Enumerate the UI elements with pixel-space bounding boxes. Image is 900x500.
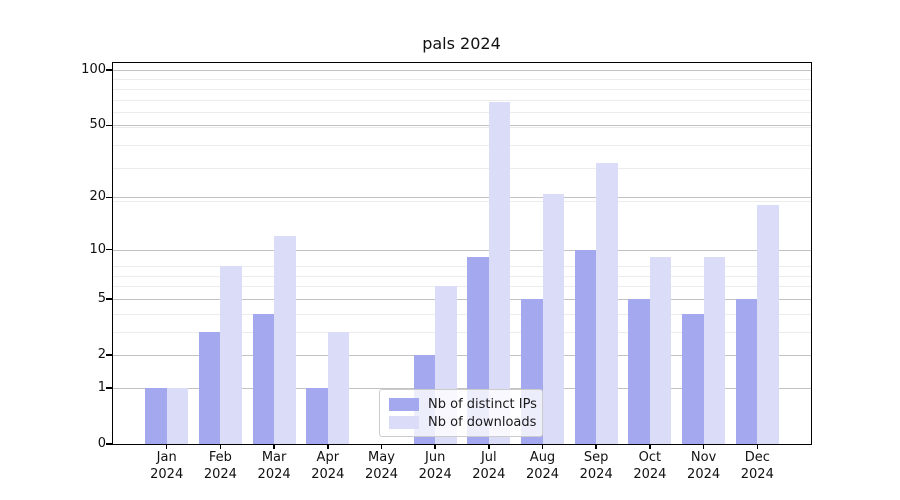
y-tick-label: 100: [81, 62, 106, 78]
bar-downloads: [488, 102, 511, 444]
major-gridline: [113, 249, 811, 251]
major-gridline: [113, 125, 811, 127]
bar-downloads: [649, 257, 672, 444]
x-tick-label: Oct 2024: [633, 450, 667, 482]
legend-label-downloads: Nb of downloads: [428, 414, 537, 430]
y-tick-label: 0: [97, 436, 106, 451]
x-tick-mark: [595, 444, 597, 449]
x-tick-label: Jul 2024: [472, 450, 506, 482]
bar-distinct-ips: [735, 298, 758, 444]
bar-distinct-ips: [628, 298, 650, 444]
legend-entry-downloads: Nb of downloads: [389, 413, 537, 431]
y-tick-label: 2: [97, 347, 106, 362]
x-tick-label: Feb 2024: [203, 450, 237, 482]
legend-entry-distinct-ips: Nb of distinct IPs: [389, 395, 537, 413]
minor-gridline: [113, 145, 811, 147]
y-tick-label: 1: [97, 379, 106, 395]
legend-swatch-distinct-ips: [389, 397, 419, 411]
y-tick-mark: [106, 124, 112, 127]
x-tick-label: Mar 2024: [257, 450, 291, 482]
x-tick-mark: [702, 444, 705, 449]
minor-gridline: [113, 127, 811, 128]
x-tick-mark: [327, 444, 329, 449]
x-tick-label: Dec 2024: [740, 450, 774, 482]
bar-distinct-ips: [682, 313, 704, 444]
y-tick-label: 10: [89, 241, 106, 257]
x-tick-label: Jun 2024: [418, 450, 452, 482]
x-tick-label: Aug 2024: [525, 450, 560, 482]
major-gridline: [113, 197, 811, 199]
minor-gridline: [113, 88, 811, 90]
minor-gridline: [113, 331, 811, 333]
bar-distinct-ips: [306, 387, 328, 444]
major-gridline: [113, 70, 811, 72]
x-tick-mark: [541, 444, 544, 449]
minor-gridline: [113, 99, 811, 101]
y-tick-mark: [106, 69, 112, 71]
bar-downloads: [274, 236, 296, 444]
bar-distinct-ips: [145, 387, 167, 444]
x-tick-label: Apr 2024: [311, 450, 345, 482]
bar-distinct-ips: [198, 331, 221, 444]
major-gridline: [113, 355, 811, 356]
x-tick-mark: [219, 444, 222, 449]
bar-downloads: [596, 163, 618, 444]
bar-distinct-ips: [574, 249, 597, 444]
bar-downloads: [703, 257, 726, 444]
legend-label-distinct-ips: Nb of distinct IPs: [428, 396, 537, 412]
x-tick-mark: [165, 444, 168, 449]
x-tick-mark: [273, 444, 275, 449]
x-tick-mark: [434, 444, 436, 449]
x-tick-mark: [488, 444, 490, 449]
legend-swatch-downloads: [389, 415, 419, 429]
minor-gridline: [113, 313, 811, 315]
x-tick-mark: [380, 444, 383, 449]
minor-gridline: [113, 266, 811, 267]
plot-frame: [112, 62, 812, 445]
x-tick-label: Nov 2024: [687, 450, 721, 482]
bar-downloads: [327, 331, 350, 444]
x-tick-mark: [649, 444, 651, 449]
y-tick-mark: [106, 443, 112, 445]
bar-downloads: [166, 387, 189, 444]
minor-gridline: [113, 286, 811, 288]
minor-gridline: [113, 112, 811, 114]
y-tick-label: 20: [89, 189, 106, 205]
bar-downloads: [542, 193, 564, 444]
x-tick-label: Sep 2024: [579, 450, 613, 482]
y-tick-mark: [106, 354, 112, 356]
y-tick-mark: [106, 196, 112, 199]
minor-gridline: [113, 201, 811, 203]
bar-downloads: [220, 266, 242, 444]
y-tick-label: 50: [89, 117, 106, 133]
x-tick-mark: [756, 444, 759, 449]
minor-gridline: [113, 275, 811, 277]
x-tick-label: May 2024: [364, 450, 399, 482]
bar-downloads: [757, 205, 779, 444]
x-tick-label: Jan 2024: [150, 450, 184, 482]
y-tick-mark: [106, 248, 112, 251]
y-tick-label: 5: [97, 290, 106, 306]
chart-title: pals 2024: [422, 34, 501, 53]
y-tick-mark: [106, 387, 112, 389]
minor-gridline: [113, 79, 811, 81]
y-tick-mark: [106, 298, 112, 300]
minor-gridline: [113, 168, 811, 170]
major-gridline: [113, 387, 811, 389]
legend: Nb of distinct IPs Nb of downloads: [379, 389, 543, 437]
major-gridline: [113, 298, 811, 300]
bar-distinct-ips: [252, 313, 275, 444]
